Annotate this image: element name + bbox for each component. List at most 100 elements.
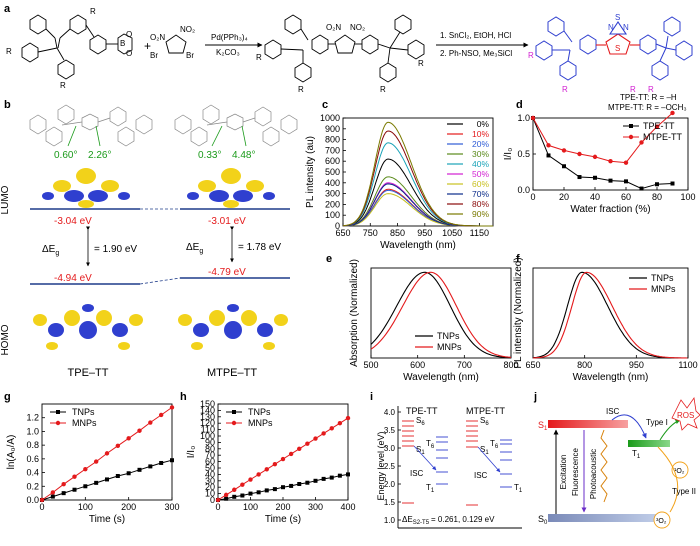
mtpe-homo-orbital xyxy=(178,304,288,350)
data-point-square xyxy=(289,483,294,488)
data-point-circle xyxy=(148,420,153,425)
intermediate-r-2: R xyxy=(298,85,304,94)
legend-entry: TNPs xyxy=(651,273,674,283)
tpe-t1-label: T1 xyxy=(426,483,435,494)
data-point-circle xyxy=(654,124,660,129)
mtpe-s6-label: S6 xyxy=(480,416,489,427)
j-ros-label: ROS xyxy=(677,411,694,420)
y-tick-label: 1000 xyxy=(320,113,340,123)
energy-y-tick-label: 2.0 xyxy=(384,480,396,489)
data-point-square xyxy=(639,186,644,191)
data-point-square xyxy=(105,477,109,482)
y-tick-label: 0.5 xyxy=(517,149,530,159)
mtpe-lumo-energy: -3.01 eV xyxy=(208,216,246,227)
panel-label-h: h xyxy=(180,391,187,403)
legend-tpe-tt: TPE-TT: R = –H xyxy=(620,93,677,102)
product-r-4: R xyxy=(648,85,654,94)
tpe-homo-energy: -4.94 eV xyxy=(54,273,92,284)
dinitro-intermediate-structure xyxy=(264,14,425,83)
data-point-circle xyxy=(50,490,56,495)
dibromo-thiophene-structure xyxy=(165,34,187,54)
data-point-square xyxy=(281,485,285,490)
data-point-square xyxy=(321,476,326,481)
x-tick-label: 0 xyxy=(39,502,44,512)
data-point-circle xyxy=(639,140,644,145)
r-group-1: R xyxy=(6,47,12,56)
legend-entry: 50% xyxy=(472,169,489,179)
legend-entry: 20% xyxy=(472,139,489,149)
panel-e: e 500 600 700 800 Wavelength (nm) Absorption (… xyxy=(326,253,519,383)
legend-entry: MNPs xyxy=(248,418,273,428)
intermediate-r-4: R xyxy=(380,85,386,94)
panel-b: b 0.60° 2.26° 0.33° 4.48° LUMO xyxy=(0,99,298,379)
data-point-circle xyxy=(115,443,121,449)
oxygen-atom-2: O xyxy=(126,49,132,58)
j-photoacoustic-label: Photoacoustic xyxy=(589,449,598,499)
data-point-square xyxy=(305,480,310,485)
x-tick-label: 100 xyxy=(680,192,695,202)
step2-cyclization: 2. Ph-NSO, Me₃SiCl xyxy=(440,49,512,58)
x-tick-label: 800 xyxy=(503,360,518,370)
x-tick-label: 850 xyxy=(390,228,405,238)
data-point-square xyxy=(329,475,334,480)
data-point-square xyxy=(224,496,229,501)
y-tick-label: 1.0 xyxy=(26,426,39,436)
j-3o2-label: ³O₂ xyxy=(656,518,667,525)
legend-marker xyxy=(55,420,61,426)
x-axis-label: Water fraction (%) xyxy=(570,204,650,215)
x-tick-label: 100 xyxy=(243,502,258,512)
y-tick-label: 300 xyxy=(325,189,340,199)
tpe-angle-leader-2 xyxy=(95,125,101,147)
panel-label-b: b xyxy=(4,99,11,111)
tpe-tt-name: TPE–TT xyxy=(68,367,109,379)
mtpe-tt-name: MTPE–TT xyxy=(207,367,257,379)
data-point-circle xyxy=(608,159,613,164)
y-tick-label: 0.0 xyxy=(517,185,530,195)
mtpe-angle-leader-2 xyxy=(241,125,247,147)
data-point-circle xyxy=(232,487,237,492)
data-point-circle xyxy=(592,154,598,160)
mtpe-s1-label: S1 xyxy=(480,445,489,456)
x-tick-label: 1050 xyxy=(442,228,462,238)
y-tick-label: 0.4 xyxy=(26,468,39,478)
series-MNPs xyxy=(370,271,512,358)
data-point-circle xyxy=(329,426,334,431)
y-tick-label: 50 xyxy=(205,463,215,473)
plot-frame xyxy=(370,267,512,359)
energy-y-tick-label: 3.5 xyxy=(384,426,396,435)
y-tick-label: 70 xyxy=(205,450,215,460)
r-group-2: R xyxy=(90,7,96,16)
panel-label-c: c xyxy=(322,99,328,111)
data-point-circle xyxy=(240,482,245,487)
y-axis-label: I/I₀ xyxy=(503,148,514,161)
x-tick-label: 500 xyxy=(363,360,378,370)
energy-y-label: Energy level (eV) xyxy=(376,431,386,500)
energy-title-mtpe: MTPE-TT xyxy=(466,406,505,416)
j-s1-label: S1 xyxy=(538,420,548,432)
panel-label-d: d xyxy=(516,99,523,111)
tpe-triplet-levels xyxy=(436,436,448,485)
y-tick-label: 900 xyxy=(325,124,340,134)
y-tick-label: 0.0 xyxy=(26,495,39,505)
data-point-square xyxy=(170,458,174,463)
j-1o2-label: ¹O₂ xyxy=(674,468,685,475)
product-n-left: N xyxy=(608,23,614,32)
s0-state-bar xyxy=(548,514,658,522)
data-point-square xyxy=(272,487,277,492)
legend-marker xyxy=(628,134,634,140)
y-tick-label: 110 xyxy=(201,425,215,435)
legend-entry: MNPs xyxy=(651,284,676,294)
energy-title-tpe: TPE-TT xyxy=(406,406,438,416)
legend-entry: 10% xyxy=(472,129,489,139)
mtpe-isc-label: ISC xyxy=(474,471,488,480)
y-tick-label: 120 xyxy=(200,418,215,428)
x-tick-label: 200 xyxy=(121,502,136,512)
y-tick-label: 0 xyxy=(335,221,340,231)
panel-label-e: e xyxy=(326,253,332,265)
data-point-square xyxy=(126,471,131,476)
legend-entry: TPE-TT xyxy=(643,121,675,131)
panel-g: g 0 100 200 300 0.0 0.2 0.4 0.6 0.8 1.0 1.2 Time (s)… xyxy=(4,391,180,525)
x-axis-label: Time (s) xyxy=(265,514,301,525)
y-tick-label: 40 xyxy=(205,469,215,479)
